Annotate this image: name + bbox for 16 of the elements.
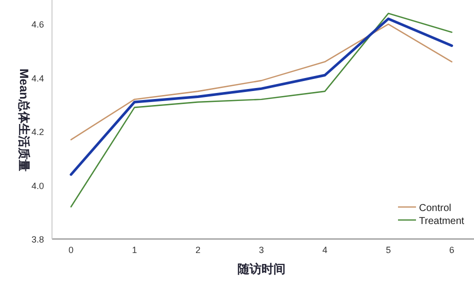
x-tick-label: 0 (68, 245, 74, 255)
y-tick-label: 4.2 (31, 127, 44, 138)
legend-label: Treatment (419, 216, 464, 227)
y-axis-title: Mean总体生活质量 (17, 68, 31, 172)
x-tick-label: 3 (258, 245, 264, 255)
y-tick-label: 4.0 (31, 180, 44, 191)
y-tick-label: 3.8 (31, 234, 44, 244)
x-axis-title: 随访时间 (237, 262, 286, 276)
x-tick-label: 4 (322, 245, 328, 255)
x-tick-label: 6 (449, 245, 454, 255)
x-tick-label: 5 (386, 245, 391, 255)
y-tick-label: 4.4 (31, 73, 44, 84)
x-tick-label: 1 (132, 245, 138, 255)
legend-label: Control (419, 203, 452, 214)
x-tick-label: 2 (195, 245, 200, 255)
y-tick-label: 4.6 (31, 20, 44, 30)
